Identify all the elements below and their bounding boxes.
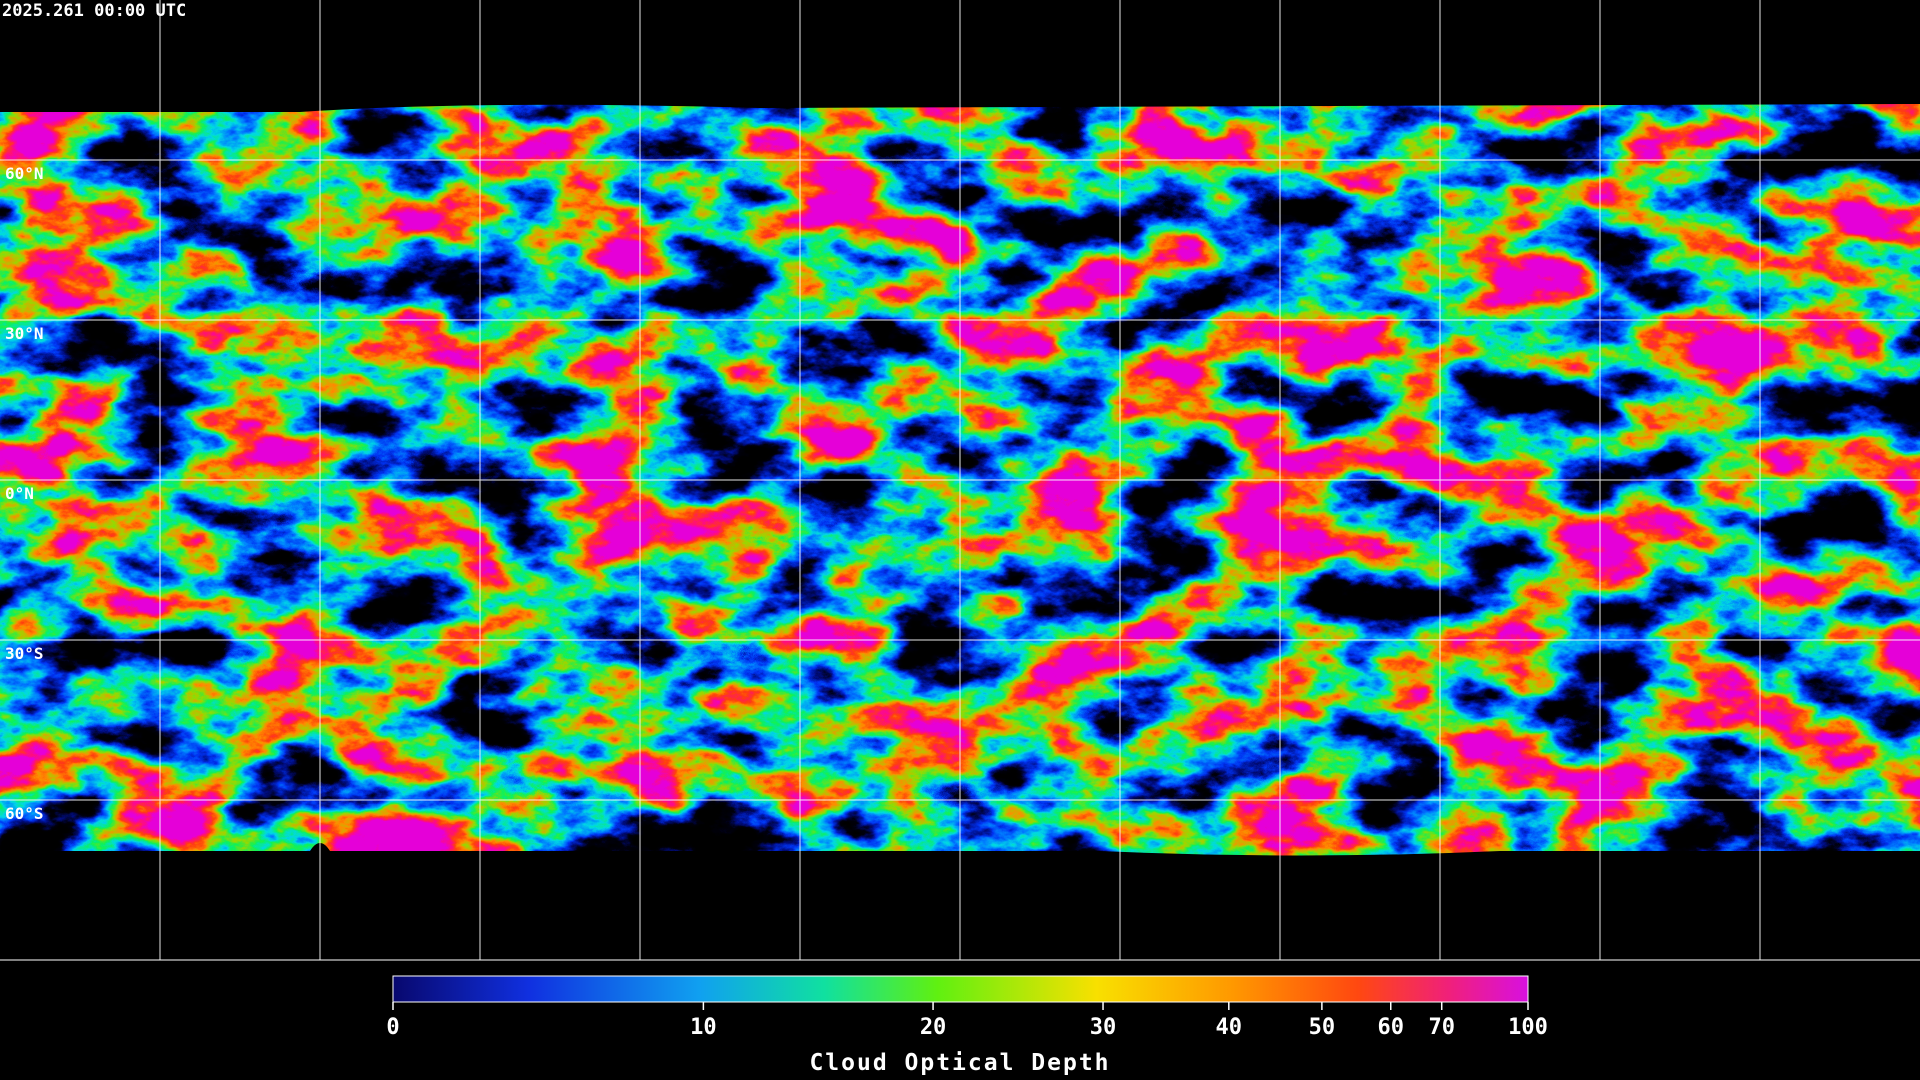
- lat-label: 30°N: [5, 324, 44, 343]
- graticule: [0, 0, 1920, 960]
- colorbar-title: Cloud Optical Depth: [809, 1050, 1110, 1076]
- colorbar-tick-label: 0: [386, 1015, 399, 1040]
- lat-label: 0°N: [5, 484, 34, 503]
- colorbar-tick-label: 10: [690, 1015, 717, 1040]
- colorbar: [392, 975, 1529, 1003]
- colorbar-tick-label: 60: [1378, 1015, 1405, 1040]
- colorbar-tick-label: 70: [1428, 1015, 1455, 1040]
- colorbar-tick-label: 100: [1508, 1015, 1548, 1040]
- colorbar-tick-label: 30: [1090, 1015, 1117, 1040]
- lat-label: 60°S: [5, 804, 44, 823]
- timestamp: 2025.261 00:00 UTC: [2, 1, 186, 21]
- lat-labels: 60°N 30°N 0°N 30°S 60°S: [5, 164, 44, 823]
- lat-label: 30°S: [5, 644, 44, 663]
- colorbar-tick-label: 50: [1309, 1015, 1336, 1040]
- colorbar-tick-label: 20: [920, 1015, 947, 1040]
- colorbar-ticks: 0 10 20 30 40 50 60 70 100: [386, 1002, 1548, 1040]
- lat-label: 60°N: [5, 164, 44, 183]
- colorbar-tick-label: 40: [1216, 1015, 1243, 1040]
